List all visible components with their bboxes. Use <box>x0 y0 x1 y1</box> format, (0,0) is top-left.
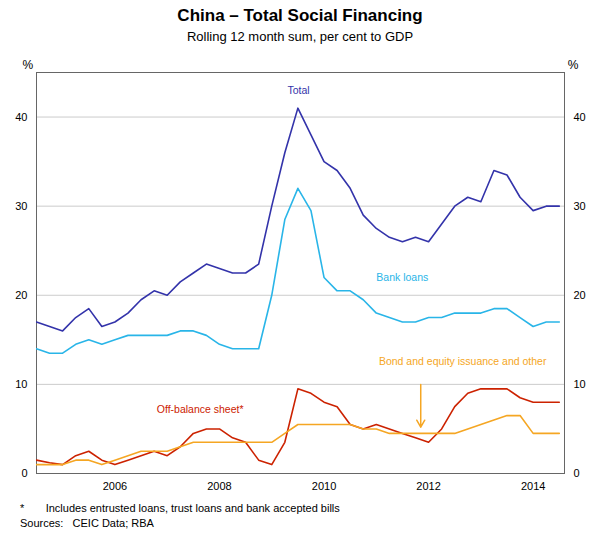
html-text:* Includes entrusted loans, tr: * Includes entrusted loans, trust loans … <box>20 502 340 514</box>
svg-text:2010: 2010 <box>312 480 336 492</box>
svg-text:2014: 2014 <box>521 480 545 492</box>
svg-text:30: 30 <box>15 200 27 212</box>
html-text:Sources: CEIC Data; RBA: Sources: CEIC Data; RBA <box>20 517 154 529</box>
svg-text:2006: 2006 <box>103 480 127 492</box>
svg-text:40: 40 <box>15 111 27 123</box>
svg-text:Off-balance sheet*: Off-balance sheet* <box>157 403 244 415</box>
svg-text:Bank loans: Bank loans <box>376 271 428 283</box>
svg-text:0: 0 <box>21 467 27 479</box>
svg-text:0: 0 <box>574 467 580 479</box>
svg-text:10: 10 <box>15 378 27 390</box>
svg-text:20: 20 <box>574 289 586 301</box>
svg-text:10: 10 <box>574 378 586 390</box>
html-text:China – Total Social Financing: China – Total Social Financing <box>177 6 423 25</box>
svg-text:2008: 2008 <box>207 480 231 492</box>
svg-text:20: 20 <box>15 289 27 301</box>
svg-text:%: % <box>23 58 34 72</box>
svg-text:%: % <box>568 58 579 72</box>
svg-text:30: 30 <box>574 200 586 212</box>
svg-text:40: 40 <box>574 111 586 123</box>
svg-text:Total: Total <box>287 84 309 96</box>
html-text:Rolling 12 month sum, per cent: Rolling 12 month sum, per cent to GDP <box>186 29 414 44</box>
svg-text:Bond and equity issuance and o: Bond and equity issuance and other <box>379 355 547 367</box>
svg-text:2012: 2012 <box>416 480 440 492</box>
